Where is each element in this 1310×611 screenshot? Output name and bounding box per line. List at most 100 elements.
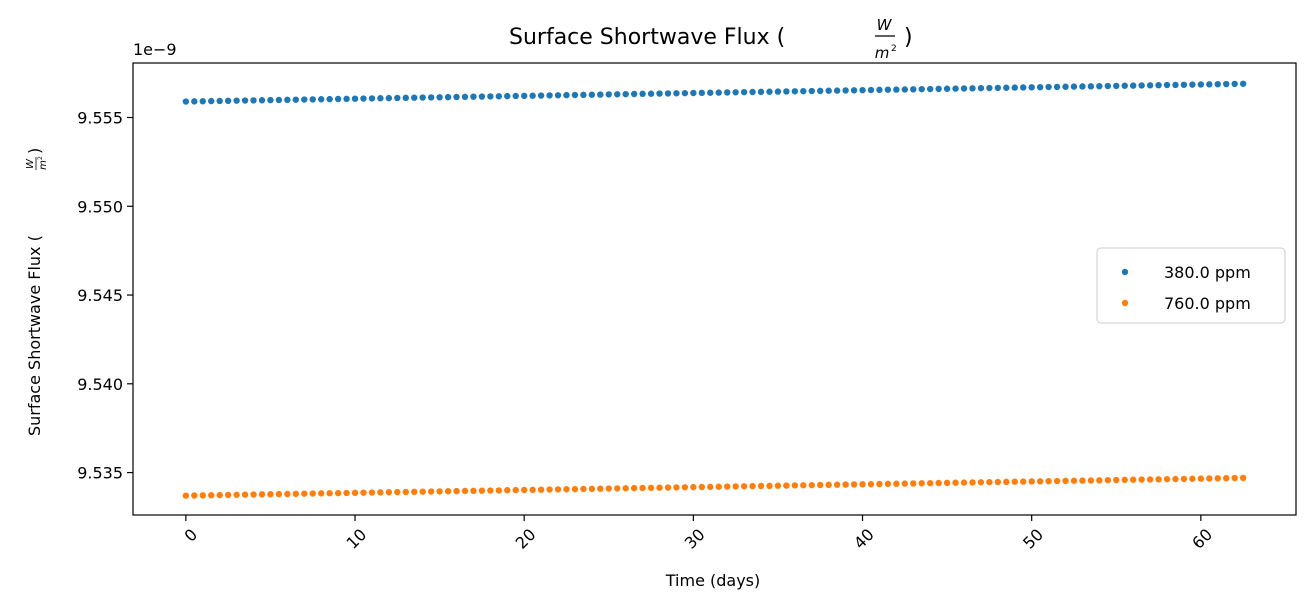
data-point [1104, 82, 1112, 90]
data-point [334, 95, 342, 103]
data-point [876, 86, 883, 94]
data-point [850, 481, 858, 488]
data-point [571, 485, 579, 493]
data-point [554, 92, 562, 99]
x-axis-label: Time (days) [665, 571, 761, 590]
title-frac-superscript: 2 [891, 44, 897, 54]
data-point [732, 483, 739, 490]
data-point [284, 490, 291, 498]
data-point [368, 489, 376, 496]
data-point [910, 86, 917, 93]
y-axis-label: Surface Shortwave Flux ( W m 2 ) [25, 148, 49, 436]
data-point [411, 94, 418, 101]
data-point [749, 88, 756, 96]
ylabel-frac-superscript: 2 [37, 156, 44, 160]
data-point [943, 85, 951, 92]
data-point [1163, 475, 1171, 483]
data-point [707, 89, 714, 96]
data-point [1113, 476, 1120, 484]
data-point [707, 483, 714, 491]
data-point [783, 88, 790, 95]
data-point [461, 93, 469, 101]
data-point [749, 482, 756, 490]
data-point [893, 86, 900, 93]
data-point [969, 479, 976, 486]
data-point [1197, 81, 1205, 88]
data-point [969, 85, 976, 92]
data-point [639, 90, 646, 98]
data-point [1189, 81, 1196, 88]
data-point [800, 482, 807, 489]
data-point [1239, 80, 1247, 87]
data-point [394, 94, 401, 102]
data-point [1003, 478, 1010, 486]
data-point [529, 486, 536, 494]
data-point [520, 92, 528, 100]
data-point [351, 489, 359, 497]
data-point [1003, 84, 1010, 91]
data-point [1223, 80, 1230, 88]
data-point [766, 88, 773, 95]
data-point [537, 486, 545, 493]
data-point [901, 480, 909, 487]
data-point [1079, 477, 1086, 484]
data-point [597, 91, 604, 98]
data-point [766, 482, 773, 490]
data-point [377, 489, 384, 496]
data-point [1011, 478, 1018, 485]
legend-label-1: 380.0 ppm [1164, 263, 1251, 282]
data-point [1121, 82, 1128, 89]
data-point [267, 96, 274, 104]
data-point [825, 481, 832, 489]
data-point [478, 93, 486, 100]
data-point [292, 96, 300, 103]
data-point [580, 91, 587, 99]
data-point [1028, 478, 1035, 485]
data-point [453, 93, 460, 101]
data-point [275, 96, 283, 104]
data-point [774, 88, 782, 95]
data-point [639, 484, 646, 492]
data-point [504, 487, 511, 494]
data-point [1197, 475, 1205, 482]
data-point [757, 88, 765, 96]
data-point [199, 492, 206, 499]
data-point [664, 484, 672, 491]
data-point [512, 486, 519, 494]
data-point [1180, 81, 1188, 88]
data-point [402, 488, 409, 496]
data-point [216, 97, 223, 105]
data-point [859, 481, 866, 488]
data-point [495, 93, 503, 100]
data-point [199, 98, 206, 105]
data-point [935, 85, 942, 93]
data-point [402, 94, 409, 102]
data-point [1223, 474, 1230, 482]
data-point [715, 483, 722, 490]
data-point [191, 98, 198, 105]
data-point [681, 484, 689, 491]
data-point [1206, 475, 1213, 482]
data-point [1020, 84, 1027, 91]
data-point [825, 87, 832, 94]
data-point [656, 484, 663, 491]
data-point [427, 94, 435, 101]
data-point [859, 86, 866, 94]
data-point [360, 489, 367, 496]
ylabel-text: Surface Shortwave Flux ( [25, 235, 44, 436]
data-point [208, 492, 215, 499]
data-point [935, 479, 942, 487]
data-point [833, 87, 841, 94]
data-point [960, 479, 968, 486]
data-point [487, 487, 494, 494]
data-point [876, 480, 883, 488]
data-point [622, 90, 629, 98]
data-point [656, 90, 663, 97]
data-point [301, 490, 308, 497]
data-point [563, 91, 570, 99]
data-point [817, 87, 824, 95]
data-point [994, 84, 1002, 92]
data-point [1214, 80, 1221, 88]
data-point [275, 490, 283, 498]
data-point [723, 89, 731, 96]
